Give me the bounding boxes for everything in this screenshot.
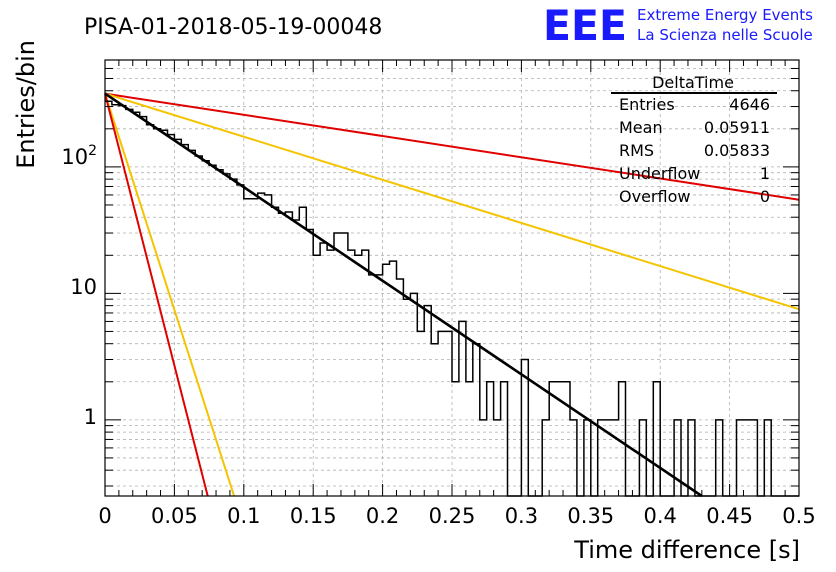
curve-band-inner-lower (104, 93, 236, 497)
x-tick-label: 0.2 (366, 504, 399, 528)
stats-label: RMS (619, 141, 654, 160)
run-title: PISA-01-2018-05-19-00048 (84, 15, 382, 40)
x-tick-label: 0.35 (567, 504, 614, 528)
stats-value: 0.05833 (704, 141, 770, 160)
curve-band-inner-upper (104, 92, 800, 311)
x-tick-labels: 0 0.05 0.1 0.15 0.2 0.25 0.3 0.35 0.4 0.45 0.5 (98, 504, 815, 528)
x-tick-label: 0.5 (782, 504, 815, 528)
stats-value: 0 (760, 187, 770, 206)
stats-value: 4646 (729, 95, 770, 114)
x-tick-label: 0.15 (290, 504, 337, 528)
x-tick-label: 0.05 (151, 504, 198, 528)
fit-layer (104, 92, 703, 498)
y-tick-label-10: 10 (70, 275, 97, 299)
curve-band-outer-upper (104, 92, 800, 201)
y-tick-label-1: 1 (84, 405, 97, 429)
stats-value: 0.05911 (704, 118, 770, 137)
x-tick-label: 0.25 (429, 504, 476, 528)
x-tick-label: 0.1 (227, 504, 260, 528)
y-tick-label-100: 102 (61, 143, 97, 169)
histogram-deltatime (105, 100, 799, 497)
curve-band-outer-lower (104, 93, 209, 497)
stats-label: Mean (619, 118, 663, 137)
grid-lines (104, 59, 800, 496)
x-tick-label: 0.45 (706, 504, 753, 528)
y-tick-labels: 1 10 102 (61, 143, 97, 429)
band-curves (104, 92, 800, 497)
stats-label: Overflow (619, 187, 690, 206)
x-tick-label: 0 (98, 504, 111, 528)
stats-label: Underflow (619, 164, 700, 183)
stats-title: DeltaTime (652, 73, 734, 92)
org-subtitle: La Scienza nelle Scuole (637, 26, 813, 44)
stats-value: 1 (760, 164, 770, 183)
stats-box: DeltaTime Entries 4646 Mean 0.05911 RMS 0.058… (611, 73, 777, 206)
org-name: Extreme Energy Events (637, 6, 813, 24)
x-axis-title: Time difference [s] (573, 536, 800, 564)
stats-label: Entries (619, 95, 675, 114)
x-tick-label: 0.3 (505, 504, 538, 528)
curve-fit (104, 92, 703, 498)
eee-logo: EEE (543, 1, 627, 50)
x-tick-label: 0.4 (643, 504, 676, 528)
axis-ticks (104, 59, 800, 496)
y-axis-title: Entries/bin (12, 40, 40, 169)
